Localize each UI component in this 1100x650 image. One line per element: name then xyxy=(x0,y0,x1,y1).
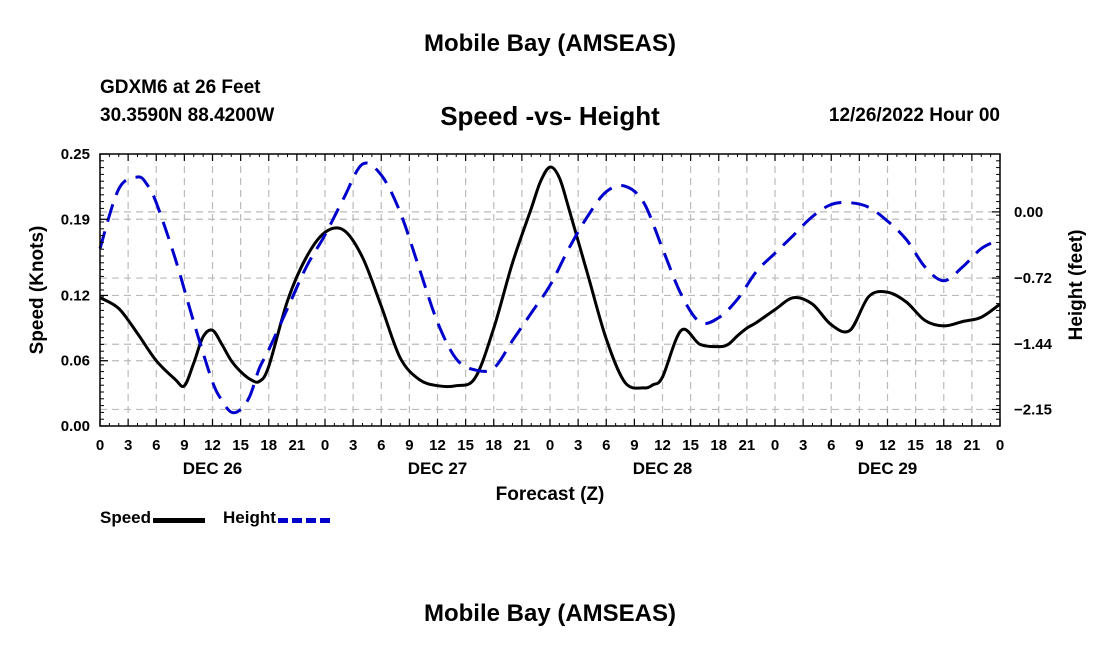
x-tick-label: 6 xyxy=(152,437,160,454)
y-tick-label: 0.06 xyxy=(61,353,90,370)
x-tick-label: 12 xyxy=(429,437,446,454)
x-tick-label: 18 xyxy=(710,437,727,454)
chart-subtitle: Speed -vs- Height xyxy=(440,101,660,131)
legend-height-label: Height xyxy=(223,508,276,527)
chart-legend: Speed Height xyxy=(100,508,330,528)
x-tick-label: 0 xyxy=(546,437,554,454)
x-tick-label: 3 xyxy=(124,437,132,454)
date-label: DEC 28 xyxy=(633,459,693,478)
y2-tick-label: −2.15 xyxy=(1014,401,1052,418)
x-tick-label: 18 xyxy=(485,437,502,454)
x-axis-title: Forecast (Z) xyxy=(496,484,605,505)
x-tick-label: 0 xyxy=(996,437,1004,454)
height-series-line xyxy=(98,161,1001,415)
y2-tick-label: −1.44 xyxy=(1014,336,1053,353)
y-tick-label: 0.00 xyxy=(61,418,90,435)
x-tick-label: 9 xyxy=(405,437,413,454)
x-tick-label: 15 xyxy=(682,437,699,454)
y2-tick-label: −0.72 xyxy=(1014,270,1052,287)
date-label: DEC 26 xyxy=(183,459,243,478)
x-tick-label: 12 xyxy=(654,437,671,454)
x-tick-label: 9 xyxy=(630,437,638,454)
x-tick-label: 21 xyxy=(289,437,306,454)
x-tick-label: 9 xyxy=(180,437,188,454)
main-title: Mobile Bay (AMSEAS) xyxy=(423,30,677,57)
x-tick-label: 21 xyxy=(514,437,531,454)
speed-height-chart: 0 3 6 9 12 15 18 21 0 3 6 9 12 15 18 21 0 3 6 9 12 15 18 21 0 3 6 9… xyxy=(27,146,1087,505)
speed-series-line xyxy=(99,165,1001,390)
x-tick-label: 15 xyxy=(907,437,924,454)
y2-axis-title: Height (feet) xyxy=(1066,230,1087,341)
station-coordinates: 30.3590N 88.4200W xyxy=(100,105,275,126)
y2-tick-label: 0.00 xyxy=(1014,204,1043,221)
x-tick-label: 9 xyxy=(855,437,863,454)
y-tick-label: 0.19 xyxy=(61,211,90,228)
x-tick-label: 15 xyxy=(232,437,249,454)
station-label: GDXM6 at 26 Feet xyxy=(100,77,261,98)
date-label: DEC 29 xyxy=(858,459,918,478)
x-tick-label: 12 xyxy=(204,437,221,454)
grid-lines xyxy=(100,154,1000,426)
series-layer xyxy=(98,161,1001,415)
axis-ticks xyxy=(99,153,1001,427)
x-tick-label: 0 xyxy=(771,437,779,454)
legend-speed-swatch xyxy=(153,517,206,523)
x-tick-label: 15 xyxy=(457,437,474,454)
x-tick-label: 6 xyxy=(377,437,385,454)
legend-speed-label: Speed xyxy=(100,508,152,527)
x-tick-label: 3 xyxy=(349,437,357,454)
y-axis-title: Speed (Knots) xyxy=(27,226,48,355)
x-tick-label: 6 xyxy=(602,437,610,454)
axis-labels: 0 3 6 9 12 15 18 21 0 3 6 9 12 15 18 21 0 3 6 9 12 15 18 21 0 3 6 9… xyxy=(61,146,1053,478)
x-tick-label: 21 xyxy=(739,437,756,454)
x-tick-label: 18 xyxy=(935,437,952,454)
footer-title: Mobile Bay (AMSEAS) xyxy=(423,600,677,627)
x-tick-label: 3 xyxy=(799,437,807,454)
legend-height-swatch xyxy=(277,517,330,523)
x-tick-label: 6 xyxy=(827,437,835,454)
x-tick-label: 3 xyxy=(574,437,582,454)
x-tick-label: 18 xyxy=(260,437,277,454)
x-tick-label: 0 xyxy=(321,437,329,454)
date-label: DEC 27 xyxy=(408,459,468,478)
x-tick-label: 12 xyxy=(879,437,896,454)
x-tick-label: 0 xyxy=(96,437,104,454)
forecast-timestamp: 12/26/2022 Hour 00 xyxy=(828,105,1000,126)
x-tick-label: 21 xyxy=(964,437,981,454)
y-tick-label: 0.25 xyxy=(61,146,90,163)
y-tick-label: 0.12 xyxy=(61,287,90,304)
